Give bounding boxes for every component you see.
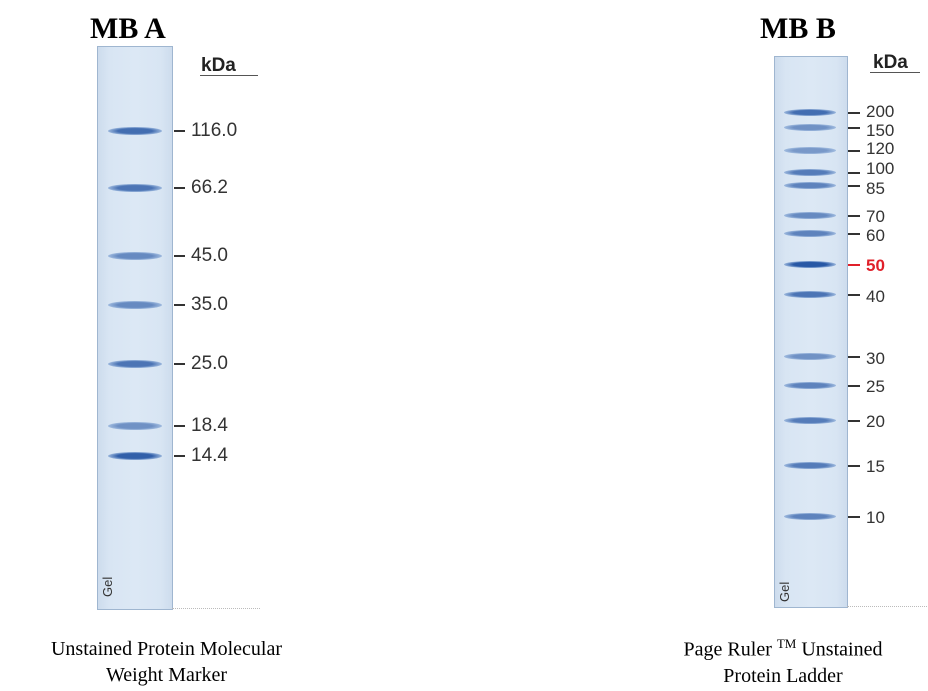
tick-60 <box>848 233 860 235</box>
tick-120 <box>848 150 860 152</box>
tick-100 <box>848 172 860 174</box>
mw-label-30: 30 <box>866 349 885 368</box>
mw-label-40: 40 <box>866 287 885 306</box>
band-20 <box>784 417 836 424</box>
mw-label-116-0: 116.0 <box>191 120 238 141</box>
band-25-0 <box>108 360 162 368</box>
band-50 <box>784 261 836 268</box>
mw-label-14-4: 14.4 <box>191 445 228 466</box>
tick-18-4 <box>174 425 185 427</box>
mw-label-85: 85 <box>866 179 885 198</box>
tick-70 <box>848 215 860 217</box>
tick-14-4 <box>174 455 185 457</box>
tick-150 <box>848 127 860 129</box>
tick-30 <box>848 356 860 358</box>
band-200 <box>784 109 836 116</box>
mw-label-60: 60 <box>866 226 885 245</box>
panel-a-caption-line1: Unstained Protein Molecular <box>50 638 283 660</box>
mw-label-45-0: 45.0 <box>191 245 228 266</box>
panel-b-caption-line1: Page Ruler TM Unstained <box>640 636 926 663</box>
mw-label-15: 15 <box>866 457 885 476</box>
band-120 <box>784 147 836 154</box>
tick-10 <box>848 516 860 518</box>
mw-label-25-0: 25.0 <box>191 353 228 374</box>
tick-45-0 <box>174 255 185 257</box>
mw-label-18-4: 18.4 <box>191 415 228 436</box>
band-66-2 <box>108 184 162 192</box>
panel-b-caption: Page Ruler TM Unstained Protein Ladder <box>640 636 926 689</box>
band-25 <box>784 382 836 389</box>
tick-35-0 <box>174 304 185 306</box>
band-45-0 <box>108 252 162 260</box>
band-100 <box>784 169 836 176</box>
panel-a-title: MB A <box>90 12 166 45</box>
panel-b-baseline <box>847 606 927 608</box>
mw-label-10: 10 <box>866 508 885 527</box>
tick-25 <box>848 385 860 387</box>
mw-label-120: 120 <box>866 139 895 158</box>
tick-200 <box>848 112 860 114</box>
mw-label-66-2: 66.2 <box>191 177 228 198</box>
mw-label-150: 150 <box>866 121 895 140</box>
band-85 <box>784 182 836 189</box>
panel-b-gel-lane: Gel <box>774 56 848 608</box>
tick-25-0 <box>174 363 185 365</box>
band-150 <box>784 124 836 131</box>
panel-a-gel-lane: Gel <box>97 46 173 610</box>
panel-b-gel-label: Gel <box>777 581 792 602</box>
panel-b-caption-tm: TM <box>776 636 797 651</box>
panel-b-unit-label: kDa <box>873 52 908 73</box>
band-60 <box>784 230 836 237</box>
tick-66-2 <box>174 187 185 189</box>
band-18-4 <box>108 422 162 430</box>
panel-a-gel-label: Gel <box>100 576 115 597</box>
panel-a-unit-label: kDa <box>201 55 236 76</box>
panel-b-caption-line2: Protein Ladder <box>723 664 843 687</box>
tick-20 <box>848 420 860 422</box>
mw-label-20: 20 <box>866 412 885 431</box>
panel-a-unit-underline <box>200 75 258 76</box>
band-35-0 <box>108 301 162 309</box>
panel-b-caption-prefix: Page Ruler <box>683 638 777 661</box>
mw-label-25: 25 <box>866 377 885 396</box>
band-40 <box>784 291 836 298</box>
mw-label-35-0: 35.0 <box>191 294 228 315</box>
panel-b-unit-underline <box>870 72 920 73</box>
band-116-0 <box>108 127 162 135</box>
tick-116-0 <box>174 130 185 132</box>
mw-label-100: 100 <box>866 159 895 178</box>
mw-label-50: 50 <box>866 256 885 275</box>
mw-label-70: 70 <box>866 207 885 226</box>
tick-85 <box>848 185 860 187</box>
tick-50 <box>848 264 860 266</box>
band-15 <box>784 462 836 469</box>
band-14-4 <box>108 452 162 460</box>
panel-a-caption: Unstained Protein Molecular Weight Marke… <box>0 636 333 688</box>
tick-40 <box>848 294 860 296</box>
panel-b-caption-suffix: Unstained <box>796 638 883 661</box>
band-30 <box>784 353 836 360</box>
band-10 <box>784 513 836 520</box>
tick-15 <box>848 465 860 467</box>
panel-a-baseline <box>172 608 260 610</box>
band-70 <box>784 212 836 219</box>
mw-label-200: 200 <box>866 102 895 121</box>
panel-b-title: MB B <box>760 12 836 45</box>
panel-a-caption-line2: Weight Marker <box>105 664 228 686</box>
